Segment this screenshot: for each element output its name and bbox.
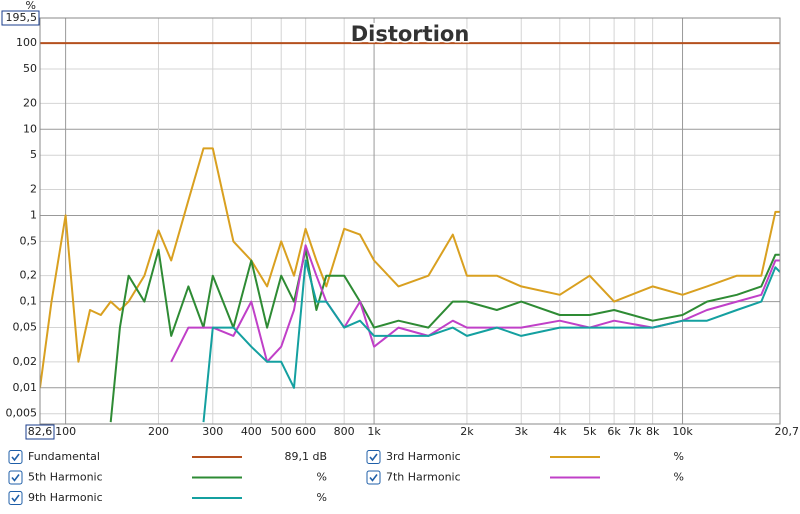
- x-tick-label: 800: [334, 425, 355, 438]
- x-tick-label: 200: [148, 425, 169, 438]
- x-tick-label: 400: [241, 425, 262, 438]
- legend-readout: %: [317, 471, 327, 484]
- legend-checkbox[interactable]: [366, 470, 381, 485]
- legend-checkbox[interactable]: [8, 470, 23, 485]
- legend-label: 5th Harmonic: [28, 471, 103, 484]
- legend-readout: %: [317, 491, 327, 504]
- x-tick-label: 3k: [515, 425, 529, 438]
- legend-label: 9th Harmonic: [28, 491, 103, 504]
- legend-check[interactable]: [11, 494, 20, 503]
- x-tick-label: 300: [202, 425, 223, 438]
- y-tick-label: 0,05: [13, 321, 38, 334]
- legend-check[interactable]: [369, 474, 378, 482]
- legend-readout: %: [674, 450, 684, 463]
- legend-readout: %: [674, 471, 684, 484]
- y-tick-label: 1: [30, 208, 37, 221]
- series-line: [202, 259, 780, 423]
- y-tick-label: 100: [16, 36, 37, 49]
- y-tick-label: 0,2: [20, 269, 38, 282]
- y-tick-label: 2: [30, 182, 37, 195]
- legend-readout: 89,1 dB: [284, 450, 327, 463]
- chart-title: Distortion: [351, 22, 470, 46]
- series-line: [109, 248, 780, 423]
- x-tick-label: 8k: [646, 425, 660, 438]
- x-tick-label: 5k: [583, 425, 597, 438]
- x-tick-label: 500: [271, 425, 292, 438]
- y-tick-label: 20: [23, 96, 37, 109]
- legend-label: Fundamental: [28, 450, 100, 463]
- limit-box: [25, 424, 55, 440]
- x-tick-label: 4k: [553, 425, 567, 438]
- y-tick-label: 5: [30, 148, 37, 161]
- y-tick-label: 195,5: [6, 11, 38, 24]
- legend-checkbox[interactable]: [8, 491, 23, 505]
- y-tick-label: 50: [23, 62, 37, 75]
- series-line: [40, 147, 780, 388]
- legend-check[interactable]: [11, 474, 20, 482]
- legend-check[interactable]: [369, 453, 378, 462]
- limit-box: [1, 10, 40, 26]
- legend-checkbox[interactable]: [366, 450, 381, 464]
- y-axis-unit: %: [26, 0, 36, 12]
- y-tick-label: 10: [23, 122, 37, 135]
- axis-labels: 195,5 100 50 20 10 5 2 1 0,5 0,2 0,1 0,05 0,02 0,01 0,…: [1, 10, 800, 440]
- legend: Fundamental 89,1 dB 3rd Harmonic % 5th Harmo…: [8, 450, 684, 505]
- y-tick-label: 0,5: [20, 234, 38, 247]
- legend-check[interactable]: [11, 453, 20, 462]
- x-tick-label: 1k: [367, 425, 381, 438]
- plot-frame: [39, 17, 781, 425]
- y-tick-label: 0,1: [20, 295, 38, 308]
- x-tick-label: 100: [55, 425, 76, 438]
- y-tick-label: 0,02: [13, 355, 38, 368]
- x-tick-label: 82,6: [28, 425, 53, 438]
- x-tick-label: 20,7kHz: [775, 425, 800, 438]
- legend-checkbox[interactable]: [8, 450, 23, 464]
- x-tick-label: 7k: [628, 425, 642, 438]
- x-tick-label: 600: [295, 425, 316, 438]
- x-tick-label: 10k: [672, 425, 693, 438]
- y-tick-label: 0,005: [6, 407, 38, 420]
- plot-lines: [40, 42, 780, 423]
- y-tick-label: 0,01: [13, 381, 38, 394]
- legend-label: 3rd Harmonic: [386, 450, 461, 463]
- legend-label: 7th Harmonic: [386, 471, 461, 484]
- x-tick-label: 2k: [460, 425, 474, 438]
- x-tick-label: 6k: [607, 425, 621, 438]
